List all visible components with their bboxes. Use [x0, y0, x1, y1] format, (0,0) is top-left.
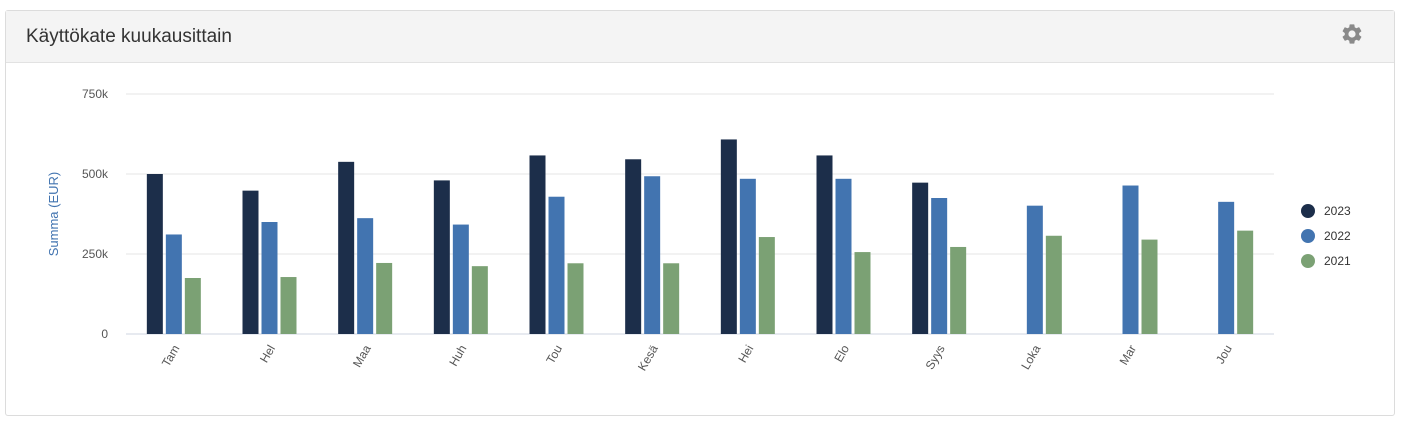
- bar-2023-hel: [242, 190, 259, 334]
- bar-2022-tam: [165, 234, 182, 334]
- bar-2022-loka: [1026, 205, 1043, 334]
- x-tick-label: Kesä: [635, 342, 661, 373]
- bar-2023-huh: [433, 180, 450, 334]
- x-tick-label: Jou: [1213, 343, 1235, 367]
- x-tick-label: Huh: [446, 343, 469, 369]
- x-tick-label: Loka: [1018, 342, 1043, 372]
- legend-marker-2021: [1301, 254, 1315, 268]
- gear-icon[interactable]: [1340, 22, 1364, 46]
- legend-label: 2021: [1324, 254, 1351, 268]
- bar-2021-elo: [854, 252, 871, 334]
- bar-2021-syys: [950, 246, 967, 334]
- bar-2021-tou: [567, 263, 584, 334]
- bar-2022-maa: [357, 218, 374, 334]
- bar-2022-hel: [261, 222, 278, 334]
- bar-2022-syys: [931, 198, 948, 334]
- legend-marker-2023: [1301, 204, 1315, 218]
- bar-2021-jou: [1237, 230, 1254, 334]
- x-tick-label: Hel: [257, 343, 278, 366]
- bar-2023-tam: [146, 174, 163, 334]
- y-axis-title: Summa (EUR): [46, 172, 61, 257]
- panel-title: Käyttökate kuukausittain: [26, 25, 232, 47]
- chart-panel: Käyttökate kuukausittain 0 250k 500k 750k Su…: [5, 10, 1395, 416]
- y-tick-label: 250k: [82, 247, 109, 261]
- bar-2023-elo: [816, 155, 833, 334]
- bar-2023-tou: [529, 155, 546, 334]
- bar-2022-tou: [548, 196, 565, 334]
- legend-label: 2023: [1324, 204, 1351, 218]
- bar-2021-hei: [758, 237, 775, 334]
- bar-2021-maa: [376, 262, 393, 334]
- bar-2023-hei: [720, 139, 737, 334]
- legend-marker-2022: [1301, 229, 1315, 243]
- x-tick-label: Mar: [1117, 343, 1139, 368]
- bar-2022-huh: [452, 224, 469, 334]
- bar-2022-elo: [835, 178, 852, 334]
- y-tick-label: 500k: [82, 167, 109, 181]
- bar-2023-syys: [912, 182, 929, 334]
- bar-2021-mar: [1141, 239, 1158, 334]
- bar-2021-kesä: [663, 263, 680, 334]
- bar-2021-hel: [280, 277, 297, 334]
- y-tick-label: 0: [101, 327, 108, 341]
- bar-2022-mar: [1122, 185, 1139, 334]
- bar-2021-huh: [471, 266, 488, 334]
- bar-2021-loka: [1045, 235, 1062, 334]
- x-tick-label: Syys: [923, 343, 948, 373]
- bar-2021-tam: [184, 278, 201, 334]
- panel-header: Käyttökate kuukausittain: [6, 11, 1394, 63]
- x-tick-label: Hei: [735, 343, 756, 366]
- x-tick-label: Maa: [350, 342, 374, 369]
- bar-chart: 0 250k 500k 750k Summa (EUR) Tam Hel Maa Huh Tou K…: [46, 87, 1351, 373]
- x-tick-label: Tou: [543, 343, 565, 367]
- bar-2023-kesä: [625, 159, 642, 334]
- bar-2022-jou: [1218, 201, 1235, 334]
- x-tick-label: Elo: [831, 342, 852, 364]
- legend-label: 2022: [1324, 229, 1351, 243]
- bar-2023-maa: [338, 161, 355, 334]
- bar-2022-hei: [739, 178, 756, 334]
- x-tick-label: Tam: [159, 342, 182, 369]
- bar-2022-kesä: [644, 176, 661, 334]
- y-tick-label: 750k: [82, 87, 109, 101]
